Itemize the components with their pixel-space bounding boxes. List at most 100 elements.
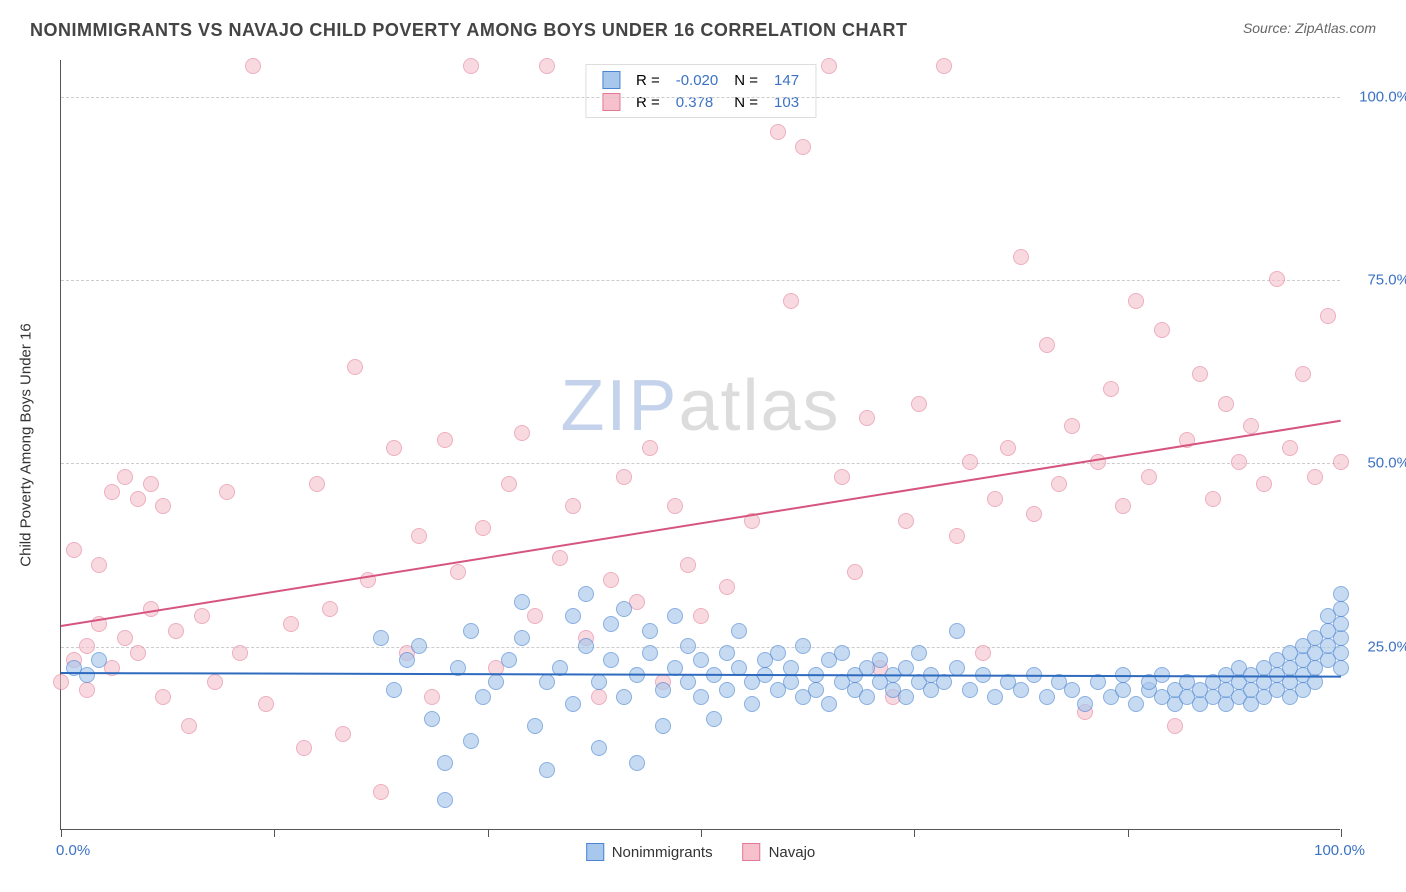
data-point xyxy=(578,638,594,654)
data-point xyxy=(1269,271,1285,287)
correlation-chart: ZIPatlas Child Poverty Among Boys Under … xyxy=(60,60,1370,830)
data-point xyxy=(1205,491,1221,507)
data-point xyxy=(1333,454,1349,470)
data-point xyxy=(680,638,696,654)
data-point xyxy=(642,645,658,661)
data-point xyxy=(335,726,351,742)
x-tick-max: 100.0% xyxy=(1314,842,1365,859)
data-point xyxy=(66,542,82,558)
data-point xyxy=(411,638,427,654)
data-point xyxy=(539,58,555,74)
data-point xyxy=(283,616,299,632)
data-point xyxy=(744,696,760,712)
data-point xyxy=(104,484,120,500)
data-point xyxy=(859,410,875,426)
data-point xyxy=(1026,506,1042,522)
data-point xyxy=(693,689,709,705)
data-point xyxy=(719,682,735,698)
data-point xyxy=(667,608,683,624)
data-point xyxy=(936,58,952,74)
data-point xyxy=(450,564,466,580)
data-point xyxy=(53,674,69,690)
x-tick xyxy=(1341,829,1342,837)
data-point xyxy=(1333,616,1349,632)
source-attribution: Source: ZipAtlas.com xyxy=(1243,20,1376,36)
data-point xyxy=(1282,440,1298,456)
data-point xyxy=(1000,440,1016,456)
data-point xyxy=(91,652,107,668)
plot-area: ZIPatlas Child Poverty Among Boys Under … xyxy=(60,60,1340,830)
data-point xyxy=(1333,630,1349,646)
data-point xyxy=(1333,601,1349,617)
data-point xyxy=(1128,696,1144,712)
data-point xyxy=(424,689,440,705)
data-point xyxy=(79,638,95,654)
data-point xyxy=(719,579,735,595)
data-point xyxy=(872,652,888,668)
data-point xyxy=(629,755,645,771)
data-point xyxy=(578,586,594,602)
y-tick-label: 100.0% xyxy=(1359,88,1406,105)
data-point xyxy=(488,674,504,690)
chart-title: NONIMMIGRANTS VS NAVAJO CHILD POVERTY AM… xyxy=(30,20,908,41)
data-point xyxy=(642,623,658,639)
data-point xyxy=(706,711,722,727)
data-point xyxy=(168,623,184,639)
data-point xyxy=(1064,682,1080,698)
data-point xyxy=(501,652,517,668)
data-point xyxy=(437,755,453,771)
data-point xyxy=(1013,682,1029,698)
data-point xyxy=(616,601,632,617)
data-point xyxy=(1115,682,1131,698)
data-point xyxy=(1192,366,1208,382)
data-point xyxy=(207,674,223,690)
data-point xyxy=(821,58,837,74)
data-point xyxy=(386,682,402,698)
data-point xyxy=(821,696,837,712)
y-tick-label: 50.0% xyxy=(1367,455,1406,472)
data-point xyxy=(475,520,491,536)
data-point xyxy=(949,623,965,639)
data-point xyxy=(79,667,95,683)
data-point xyxy=(987,491,1003,507)
data-point xyxy=(1103,381,1119,397)
data-point xyxy=(1039,689,1055,705)
data-point xyxy=(936,674,952,690)
data-point xyxy=(834,645,850,661)
data-point xyxy=(1333,586,1349,602)
data-point xyxy=(463,623,479,639)
x-tick xyxy=(914,829,915,837)
swatch-nonimmigrants xyxy=(602,71,620,89)
data-point xyxy=(143,476,159,492)
data-point xyxy=(117,469,133,485)
gridline-h xyxy=(61,463,1340,464)
data-point xyxy=(770,124,786,140)
data-point xyxy=(79,682,95,698)
data-point xyxy=(1333,645,1349,661)
data-point xyxy=(834,469,850,485)
data-point xyxy=(1141,469,1157,485)
data-point xyxy=(719,645,735,661)
data-point xyxy=(949,528,965,544)
data-point xyxy=(655,682,671,698)
watermark: ZIPatlas xyxy=(560,365,840,447)
data-point xyxy=(1013,249,1029,265)
data-point xyxy=(232,645,248,661)
data-point xyxy=(347,359,363,375)
data-point xyxy=(1064,418,1080,434)
data-point xyxy=(463,58,479,74)
data-point xyxy=(1320,308,1336,324)
data-point xyxy=(808,682,824,698)
data-point xyxy=(1218,396,1234,412)
data-point xyxy=(591,674,607,690)
data-point xyxy=(770,645,786,661)
data-point xyxy=(1154,322,1170,338)
data-point xyxy=(795,139,811,155)
gridline-h xyxy=(61,280,1340,281)
data-point xyxy=(898,660,914,676)
data-point xyxy=(667,498,683,514)
data-point xyxy=(219,484,235,500)
trend-line xyxy=(61,419,1341,626)
y-tick-label: 75.0% xyxy=(1367,272,1406,289)
data-point xyxy=(1243,418,1259,434)
